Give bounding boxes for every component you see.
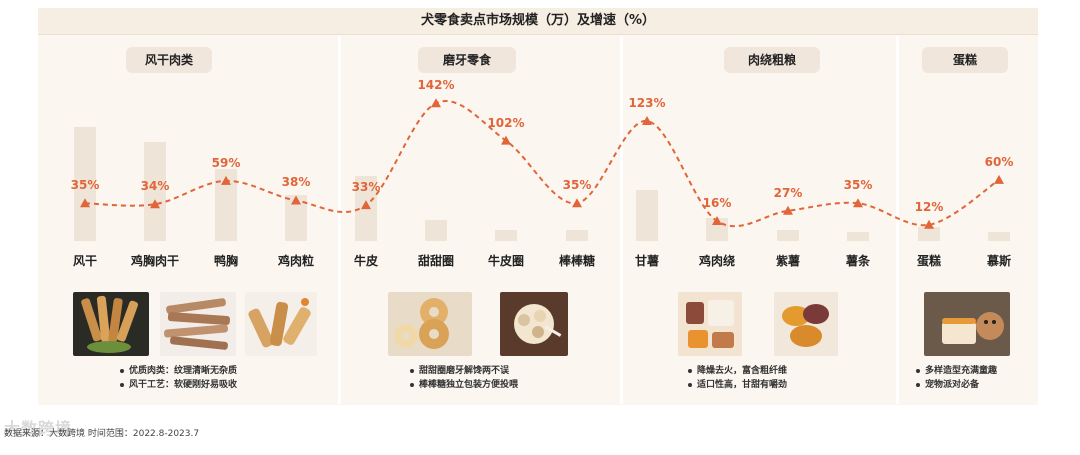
growth-point-12 — [853, 198, 863, 208]
panel-group-2 — [341, 36, 620, 404]
growth-data-label: 38% — [281, 175, 311, 190]
x-tick-label: 鸭胸 — [213, 254, 238, 268]
growth-data-label: 123% — [628, 95, 666, 110]
growth-data-label: 16% — [702, 196, 732, 211]
bar-7 — [495, 229, 517, 241]
bar-6 — [425, 220, 447, 241]
note-item: 甜甜圈磨牙解馋两不误 — [410, 364, 518, 378]
photo-dried-meat-sticks — [73, 292, 149, 356]
x-tick-label: 慕斯 — [986, 254, 1011, 268]
x-tick-label: 风干 — [72, 254, 97, 268]
x-tick-label: 牛皮 — [353, 254, 378, 268]
growth-point-2 — [150, 199, 160, 209]
note-item: 宠物派对必备 — [916, 378, 997, 392]
photo-duck-breast — [245, 292, 317, 356]
growth-point-7 — [501, 135, 511, 145]
watermark-logo: 大数跨境 — [4, 419, 73, 438]
x-tick-label: 牛皮圈 — [487, 254, 524, 268]
growth-data-label: 35% — [70, 178, 100, 193]
x-tick-label: 棒棒糖 — [558, 254, 595, 268]
note-item: 风干工艺：软硬刚好易吸收 — [120, 378, 237, 392]
panel-divider — [338, 36, 341, 404]
photo-purple-potato — [774, 292, 838, 356]
bar-4 — [285, 195, 307, 241]
growth-point-1 — [80, 198, 90, 208]
chart-title: 犬零食卖点市场规模（万）及增速（%） — [38, 8, 1038, 35]
notes-group-2: 甜甜圈磨牙解馋两不误 棒棒糖独立包装方便投喂 — [410, 364, 518, 392]
growth-data-label: 35% — [843, 178, 873, 193]
panel-divider — [896, 36, 899, 404]
x-tick-label: 蛋糕 — [916, 254, 941, 268]
growth-data-label: 59% — [211, 155, 241, 170]
growth-data-label: 33% — [351, 180, 381, 195]
bar-12 — [847, 231, 869, 241]
bar-8 — [566, 229, 588, 241]
note-item: 多样造型充满童趣 — [916, 364, 997, 378]
data-source-note: 数据来源：大数跨境 时间范围：2022.8-2023.7 — [4, 429, 200, 439]
growth-point-13 — [924, 219, 934, 229]
x-tick-label: 紫薯 — [775, 254, 800, 268]
x-tick-label: 鸡肉粒 — [277, 254, 314, 268]
growth-point-10 — [712, 216, 722, 226]
growth-data-label: 34% — [140, 179, 170, 194]
notes-group-1: 优质肉类：纹理清晰无杂质 风干工艺：软硬刚好易吸收 — [120, 364, 237, 392]
note-item: 棒棒糖独立包装方便投喂 — [410, 378, 518, 392]
growth-line — [84, 100, 1000, 227]
growth-point-11 — [783, 205, 793, 215]
growth-data-label: 142% — [417, 78, 455, 93]
panel-divider — [620, 36, 623, 404]
x-tick-label: 鸡肉绕 — [698, 254, 735, 268]
growth-point-6 — [431, 98, 441, 108]
growth-data-label: 60% — [984, 154, 1014, 169]
photo-lollipop-chews — [500, 292, 568, 356]
group-header-2: 磨牙零食 — [418, 47, 516, 73]
x-tick-label: 甜甜圈 — [417, 254, 454, 268]
bar-13 — [918, 227, 940, 241]
notes-group-3: 降燥去火，富含粗纤维 适口性高，甘甜有嚼劲 — [688, 364, 787, 392]
bar-3 — [215, 169, 237, 241]
group-header-1: 风干肉类 — [126, 47, 212, 73]
growth-point-4 — [291, 195, 301, 205]
photo-sweet-potato-chicken — [678, 292, 742, 356]
growth-point-3 — [221, 175, 231, 185]
growth-point-14 — [994, 174, 1004, 184]
growth-data-label: 27% — [773, 185, 803, 200]
group-header-3: 肉绕粗粮 — [724, 47, 820, 73]
growth-point-8 — [572, 198, 582, 208]
bar-11 — [777, 229, 799, 241]
growth-data-label: 102% — [487, 115, 525, 130]
growth-data-label: 35% — [562, 178, 592, 193]
note-item: 适口性高，甘甜有嚼劲 — [688, 378, 787, 392]
bar-9 — [636, 189, 658, 241]
growth-point-5 — [361, 200, 371, 210]
x-tick-label: 薯条 — [845, 254, 870, 268]
photo-dog-cake — [924, 292, 1010, 356]
note-item: 降燥去火，富含粗纤维 — [688, 364, 787, 378]
photo-chicken-jerky — [160, 292, 236, 356]
bar-14 — [988, 231, 1010, 241]
photo-donut-chews — [388, 292, 472, 356]
growth-point-9 — [642, 115, 652, 125]
bar-2 — [144, 141, 166, 241]
x-tick-label: 甘薯 — [634, 254, 659, 268]
bar-1 — [74, 127, 96, 241]
note-item: 优质肉类：纹理清晰无杂质 — [120, 364, 237, 378]
notes-group-4: 多样造型充满童趣 宠物派对必备 — [916, 364, 997, 392]
group-header-4: 蛋糕 — [922, 47, 1008, 73]
x-tick-label: 鸡胸肉干 — [130, 254, 179, 268]
growth-data-label: 12% — [914, 199, 944, 214]
